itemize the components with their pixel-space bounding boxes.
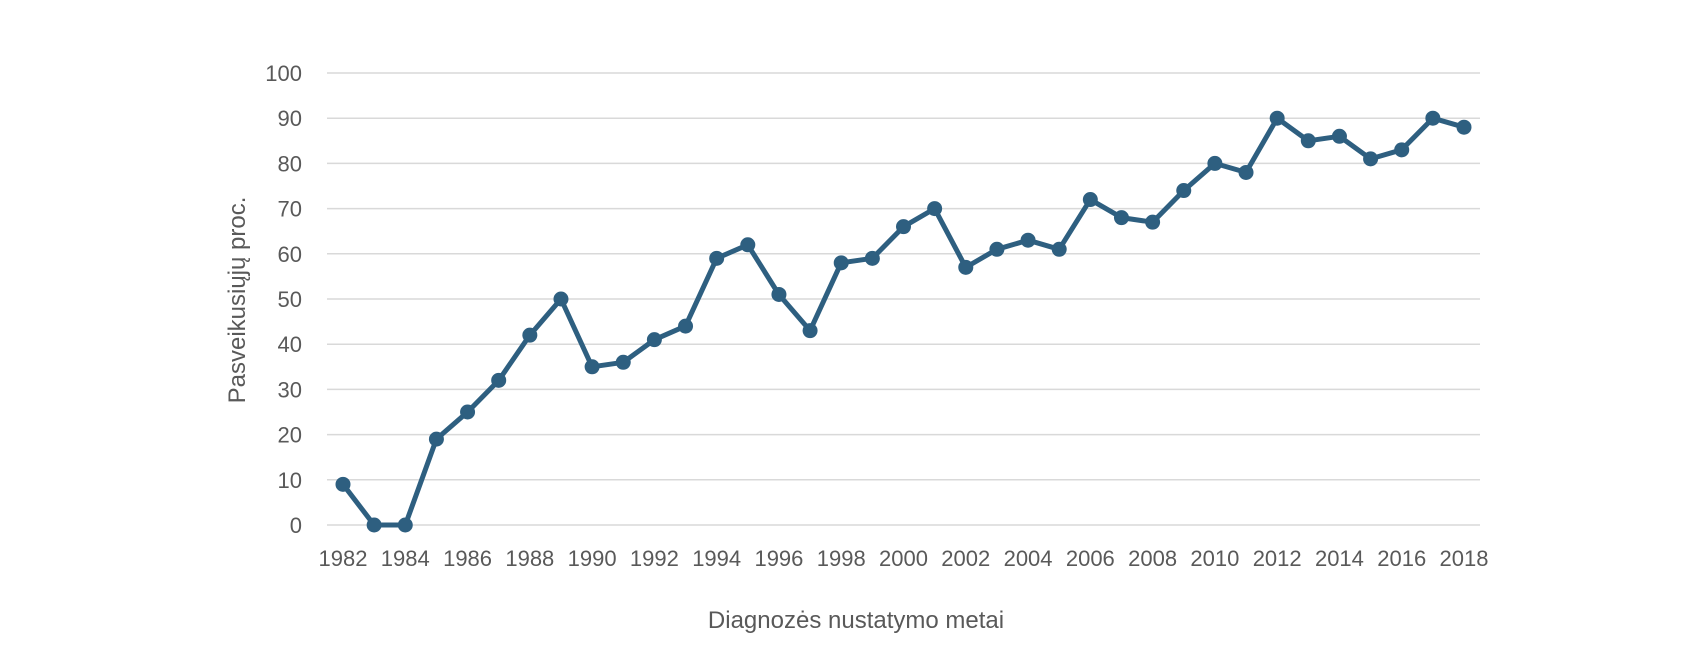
data-point-1993: [678, 318, 694, 334]
data-point-1994: [709, 250, 725, 266]
data-point-1998: [833, 255, 849, 271]
x-tick-label: 1992: [630, 546, 679, 571]
data-point-2004: [1020, 232, 1036, 248]
y-tick-label: 0: [290, 513, 302, 538]
data-point-2013: [1300, 133, 1316, 149]
data-point-2018: [1456, 119, 1472, 135]
x-tick-label: 2004: [1004, 546, 1053, 571]
y-tick-label: 60: [278, 242, 302, 267]
y-tick-label: 20: [278, 423, 302, 448]
x-tick-label: 2000: [879, 546, 928, 571]
x-tick-label: 1998: [817, 546, 866, 571]
y-axis-title: Pasveikusiųjų proc.: [224, 197, 251, 404]
data-point-2010: [1207, 155, 1223, 171]
data-point-2001: [927, 201, 943, 217]
x-tick-label: 1988: [505, 546, 554, 571]
data-point-1986: [460, 404, 476, 420]
data-point-1992: [646, 332, 662, 348]
y-tick-label: 90: [278, 106, 302, 131]
y-axis-tick-labels: 0 10 20 30 40 50 60 70 80 90 100: [265, 61, 302, 538]
data-point-1987: [491, 372, 507, 388]
x-tick-label: 2008: [1128, 546, 1177, 571]
data-point-2006: [1082, 192, 1098, 208]
series-layer: [335, 110, 1472, 533]
data-point-1999: [864, 250, 880, 266]
x-axis-tick-labels: 1982 1984 1986 1988 1990 1992 1994 1996 1998 2000…: [319, 546, 1489, 571]
x-tick-label: 1986: [443, 546, 492, 571]
data-point-2003: [989, 241, 1005, 257]
data-point-1983: [366, 517, 382, 533]
data-point-1997: [802, 323, 818, 339]
x-tick-label: 2002: [941, 546, 990, 571]
data-point-2016: [1394, 142, 1410, 158]
y-tick-label: 30: [278, 377, 302, 402]
data-point-2000: [896, 219, 911, 235]
x-tick-label: 2010: [1190, 546, 1239, 571]
x-tick-label: 1984: [381, 546, 430, 571]
data-point-1996: [771, 286, 787, 302]
y-tick-label: 10: [278, 468, 302, 493]
data-point-1982: [335, 476, 351, 492]
x-tick-label: 1990: [568, 546, 617, 571]
x-axis-title: Diagnozės nustatymo metai: [708, 607, 1004, 634]
y-tick-label: 40: [278, 332, 302, 357]
y-tick-label: 100: [265, 61, 302, 86]
data-point-1988: [522, 327, 538, 343]
data-point-2011: [1238, 164, 1254, 180]
x-tick-label: 2016: [1377, 546, 1426, 571]
data-point-2007: [1113, 210, 1129, 226]
x-tick-label: 2018: [1440, 546, 1489, 571]
y-tick-label: 70: [278, 197, 302, 222]
data-point-1990: [584, 359, 600, 375]
data-point-2002: [958, 259, 974, 275]
x-tick-label: 2012: [1253, 546, 1302, 571]
data-point-2014: [1331, 128, 1347, 144]
x-tick-label: 2006: [1066, 546, 1115, 571]
x-tick-label: 1982: [319, 546, 368, 571]
data-point-1985: [428, 431, 444, 447]
data-point-1991: [615, 354, 631, 370]
data-point-2012: [1269, 110, 1285, 126]
x-tick-label: 1994: [692, 546, 741, 571]
data-point-2015: [1363, 151, 1379, 167]
data-point-1984: [397, 517, 413, 533]
data-point-2005: [1051, 241, 1067, 257]
data-point-1989: [553, 291, 569, 307]
data-point-2009: [1176, 183, 1192, 199]
x-tick-label: 1996: [754, 546, 803, 571]
series-line: [340, 115, 1467, 528]
x-tick-label: 2014: [1315, 546, 1364, 571]
y-tick-label: 80: [278, 151, 302, 176]
data-point-2017: [1425, 110, 1441, 126]
y-tick-label: 50: [278, 287, 302, 312]
data-point-2008: [1145, 214, 1161, 230]
data-point-1995: [740, 237, 756, 253]
gridlines: [327, 72, 1480, 526]
